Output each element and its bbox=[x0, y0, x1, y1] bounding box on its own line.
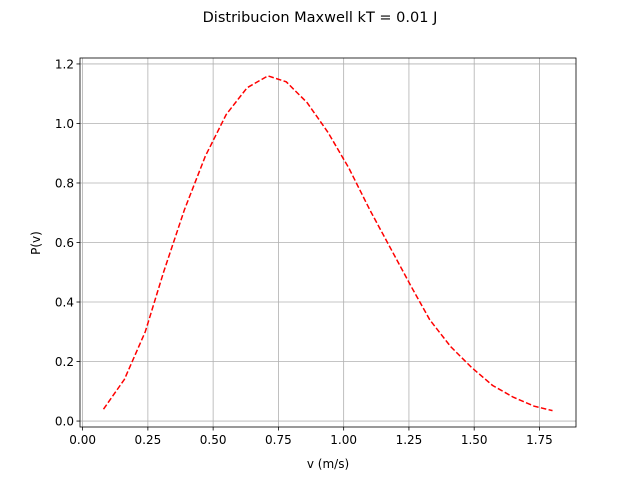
plot-area: 0.00 0.25 0.50 0.75 1.00 1.25 1.50 1.75 0.0 0.2 0.… bbox=[55, 57, 577, 447]
x-tick-label: 0.50 bbox=[200, 433, 227, 447]
x-tick-label: 1.25 bbox=[396, 433, 423, 447]
y-tick-label: 1.0 bbox=[55, 117, 74, 131]
y-tick-label: 0.0 bbox=[55, 414, 74, 428]
x-tick-label: 1.75 bbox=[526, 433, 553, 447]
y-axis-label: P(v) bbox=[29, 231, 43, 255]
y-tick-label: 0.8 bbox=[55, 176, 74, 190]
y-tick-label: 0.2 bbox=[55, 355, 74, 369]
y-tick-label: 1.2 bbox=[55, 57, 74, 71]
x-tick-label: 1.50 bbox=[461, 433, 488, 447]
x-tick-label: 0.00 bbox=[69, 433, 96, 447]
y-tick-label: 0.6 bbox=[55, 236, 74, 250]
x-tick-label: 1.00 bbox=[330, 433, 357, 447]
x-tick-label: 0.75 bbox=[265, 433, 292, 447]
series-line bbox=[102, 75, 553, 412]
x-tick-label: 0.25 bbox=[135, 433, 162, 447]
chart-title: Distribucion Maxwell kT = 0.01 J bbox=[203, 10, 438, 26]
x-axis-label: v (m/s) bbox=[307, 457, 349, 471]
y-tick-label: 0.4 bbox=[55, 295, 74, 309]
